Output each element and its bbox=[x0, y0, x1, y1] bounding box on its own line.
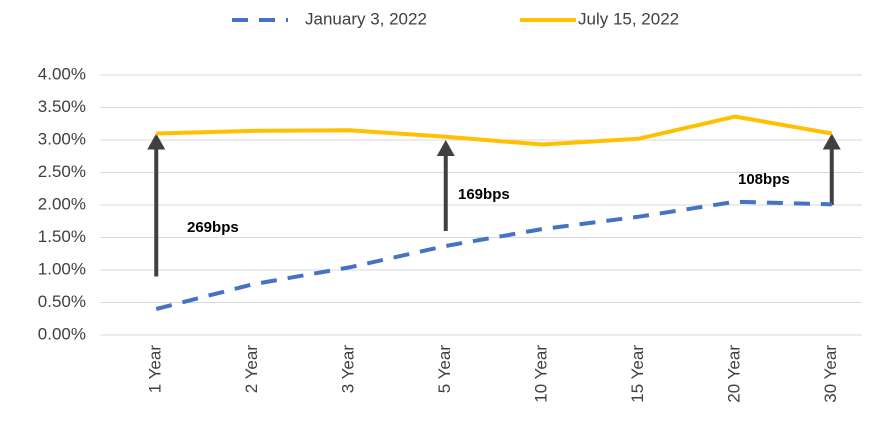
y-tick-label: 2.00% bbox=[38, 194, 86, 213]
arrow-head bbox=[147, 133, 166, 150]
x-tick-label: 1 Year bbox=[146, 345, 165, 394]
y-tick-label: 1.00% bbox=[38, 259, 86, 278]
y-tick-label: 2.50% bbox=[38, 162, 86, 181]
annotation: 169bps bbox=[458, 186, 510, 203]
x-tick-label: 5 Year bbox=[435, 345, 454, 394]
line bbox=[156, 114, 833, 147]
y-tick-label: 4.00% bbox=[38, 64, 86, 83]
y-tick-label: 3.00% bbox=[38, 129, 86, 148]
line bbox=[155, 199, 832, 311]
y-tick-label: 3.50% bbox=[38, 97, 86, 116]
y-tick-label: 1.50% bbox=[38, 227, 86, 246]
x-tick-label: 3 Year bbox=[339, 345, 358, 394]
arrow-head bbox=[822, 133, 841, 150]
annotation: 108bps bbox=[738, 171, 790, 188]
x-tick-label: 10 Year bbox=[532, 345, 551, 403]
y-tick-label: 0.00% bbox=[38, 324, 86, 343]
x-tick-label: 30 Year bbox=[821, 345, 840, 403]
legend-label: January 3, 2022 bbox=[305, 9, 427, 28]
annotation: 269bps bbox=[187, 219, 239, 236]
x-tick-label: 20 Year bbox=[725, 345, 744, 403]
x-tick-label: 15 Year bbox=[628, 345, 647, 403]
y-tick-label: 0.50% bbox=[38, 292, 86, 311]
x-tick-label: 2 Year bbox=[242, 345, 261, 394]
legend-label: July 15, 2022 bbox=[578, 9, 679, 28]
arrow-head bbox=[436, 140, 455, 156]
